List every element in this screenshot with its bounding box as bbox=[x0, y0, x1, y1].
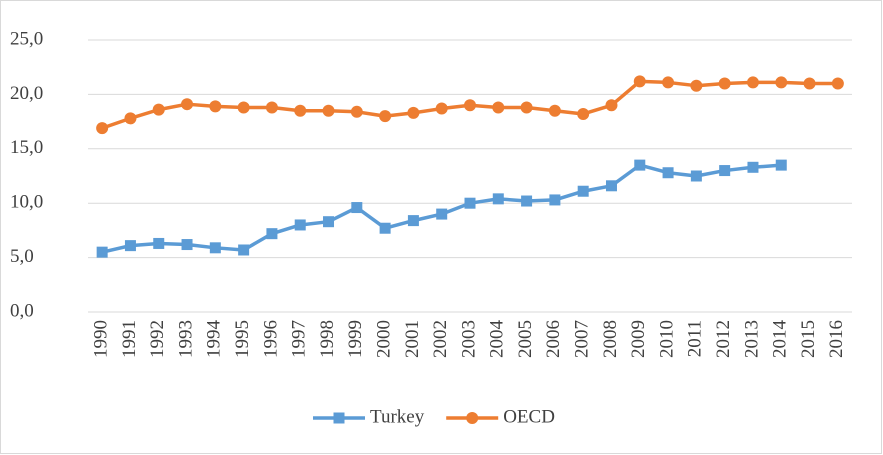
x-tick-label: 1998 bbox=[317, 320, 338, 358]
marker bbox=[209, 100, 222, 113]
marker bbox=[577, 185, 589, 197]
marker bbox=[464, 197, 476, 209]
x-tick-label: 2002 bbox=[430, 320, 451, 358]
marker bbox=[775, 159, 787, 171]
marker bbox=[492, 193, 504, 205]
marker bbox=[124, 240, 136, 252]
x-tick-label: 1995 bbox=[232, 320, 253, 358]
marker bbox=[436, 208, 448, 220]
marker bbox=[634, 159, 646, 171]
marker bbox=[605, 99, 618, 112]
x-tick-label: 1996 bbox=[260, 320, 281, 358]
marker bbox=[746, 76, 759, 89]
marker bbox=[718, 77, 731, 90]
marker bbox=[662, 167, 674, 179]
x-tick-label: 2009 bbox=[628, 320, 649, 358]
legend-label: Turkey bbox=[370, 406, 425, 427]
x-tick-label: 1999 bbox=[345, 320, 366, 358]
y-tick-label: 15,0 bbox=[10, 137, 43, 158]
legend-marker bbox=[333, 412, 345, 424]
y-tick-label: 10,0 bbox=[10, 192, 43, 213]
marker bbox=[351, 202, 363, 214]
marker bbox=[379, 222, 391, 234]
x-tick-label: 2001 bbox=[402, 320, 423, 358]
x-tick-label: 1992 bbox=[147, 320, 168, 358]
x-tick-label: 2012 bbox=[713, 320, 734, 358]
marker bbox=[407, 106, 420, 119]
x-tick-label: 2014 bbox=[770, 320, 791, 359]
marker bbox=[464, 99, 476, 112]
x-tick-label: 2010 bbox=[656, 320, 677, 358]
x-tick-label: 2007 bbox=[572, 320, 593, 358]
marker bbox=[322, 104, 335, 117]
x-tick-label: 2003 bbox=[458, 320, 479, 358]
marker bbox=[96, 246, 108, 258]
marker bbox=[238, 244, 250, 256]
marker bbox=[690, 79, 703, 92]
marker bbox=[96, 122, 109, 135]
marker bbox=[775, 76, 788, 89]
marker bbox=[152, 103, 165, 116]
x-tick-label: 2006 bbox=[543, 320, 564, 358]
x-tick-label: 2015 bbox=[798, 320, 819, 358]
marker bbox=[549, 194, 561, 206]
marker bbox=[323, 216, 335, 228]
marker bbox=[153, 237, 165, 249]
marker bbox=[633, 75, 646, 88]
x-tick-label: 2004 bbox=[487, 319, 508, 358]
marker bbox=[209, 242, 221, 254]
x-tick-label: 1993 bbox=[175, 320, 196, 358]
x-tick-label: 2000 bbox=[373, 320, 394, 358]
y-tick-label: 0,0 bbox=[10, 300, 34, 321]
marker bbox=[521, 195, 533, 207]
marker bbox=[605, 180, 617, 192]
y-tick-label: 5,0 bbox=[10, 246, 34, 267]
marker bbox=[747, 161, 759, 173]
marker bbox=[350, 105, 363, 118]
x-tick-label: 1997 bbox=[289, 320, 310, 358]
marker bbox=[294, 104, 307, 117]
x-tick-label: 1994 bbox=[204, 320, 225, 359]
marker bbox=[690, 170, 702, 182]
marker bbox=[407, 215, 419, 227]
marker bbox=[237, 101, 250, 114]
marker bbox=[124, 112, 137, 125]
marker bbox=[266, 228, 278, 240]
x-tick-label: 2005 bbox=[515, 320, 536, 358]
x-tick-label: 2013 bbox=[741, 320, 762, 358]
legend-marker bbox=[466, 412, 479, 424]
marker bbox=[831, 77, 844, 90]
marker bbox=[181, 239, 193, 251]
marker bbox=[265, 101, 278, 114]
marker bbox=[379, 110, 392, 123]
y-tick-label: 25,0 bbox=[10, 28, 43, 49]
marker bbox=[719, 165, 731, 177]
marker bbox=[492, 101, 505, 114]
marker bbox=[294, 219, 306, 231]
marker bbox=[803, 77, 816, 90]
marker bbox=[662, 76, 675, 89]
marker bbox=[577, 107, 590, 120]
marker bbox=[548, 104, 561, 117]
marker bbox=[520, 101, 533, 114]
x-tick-label: 1991 bbox=[119, 320, 140, 358]
x-tick-label: 1990 bbox=[91, 320, 112, 358]
x-tick-label: 2011 bbox=[685, 320, 706, 357]
y-tick-label: 20,0 bbox=[10, 83, 43, 104]
x-tick-label: 2008 bbox=[600, 320, 621, 358]
marker bbox=[181, 98, 194, 111]
marker bbox=[435, 102, 448, 115]
x-tick-label: 2016 bbox=[826, 320, 847, 358]
legend-label: OECD bbox=[503, 406, 555, 427]
